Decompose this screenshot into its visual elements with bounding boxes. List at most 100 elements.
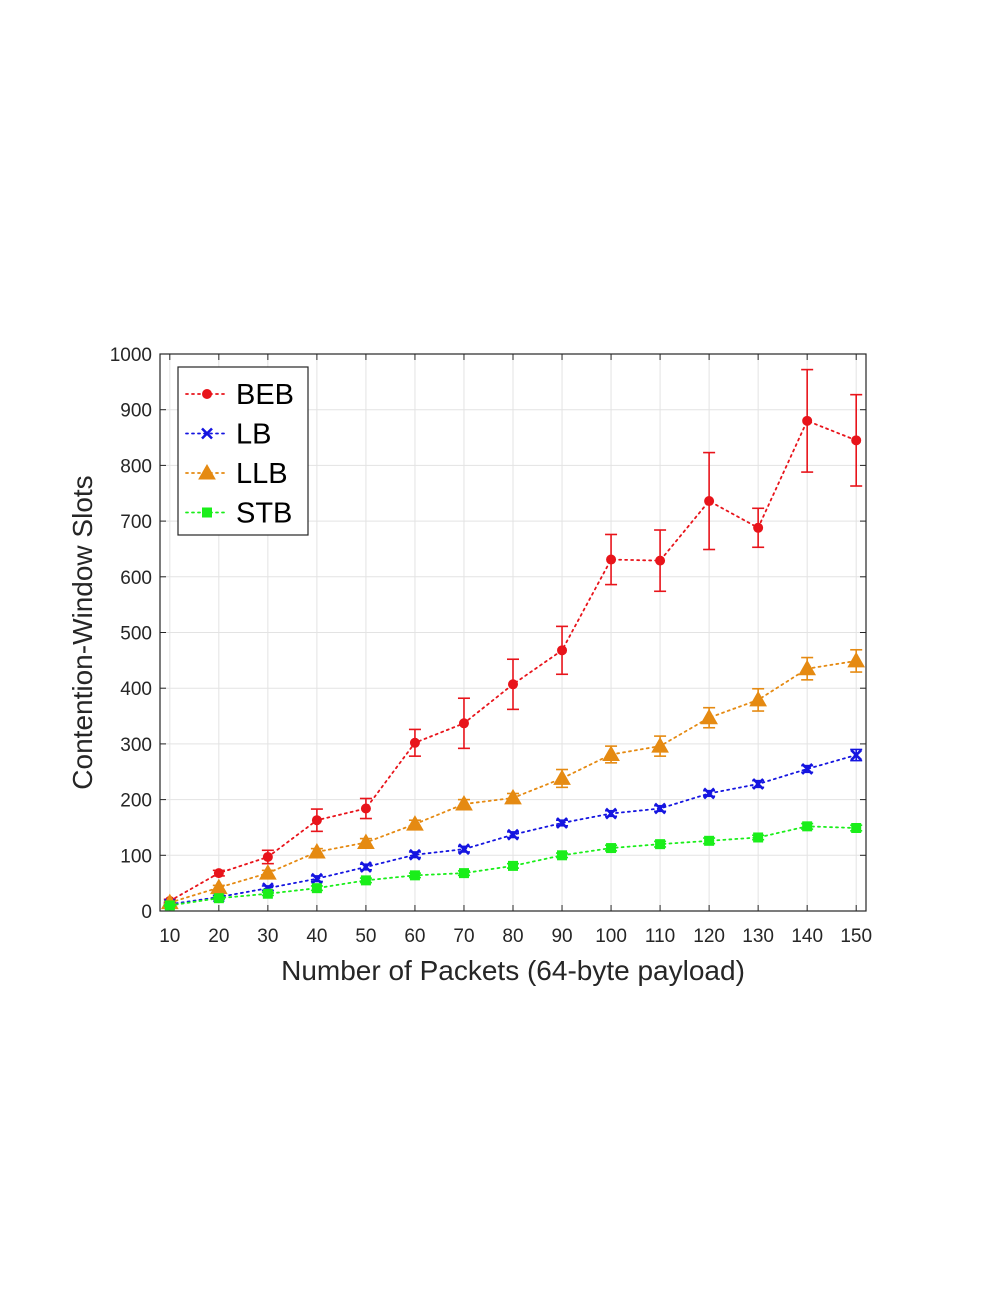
data-point [360,803,371,814]
data-point [507,828,519,841]
y-tick-label: 100 [120,846,152,867]
x-tick-label: 80 [502,926,523,947]
legend-marker [202,507,212,518]
data-point [704,835,715,846]
marker-stroke [458,843,470,856]
legend-label: LB [236,419,271,451]
x-tick-label: 100 [595,926,627,947]
data-point [360,875,371,886]
y-tick-label: 1000 [110,345,152,366]
y-tick-label: 600 [120,568,152,589]
y-tick-label: 500 [120,624,152,645]
data-point [556,817,568,829]
data-point [802,821,813,832]
data-point [655,555,666,566]
data-point [258,864,277,880]
legend: BEB LB LLB STB [177,366,309,536]
marker-stroke [703,787,716,800]
x-tick-label: 60 [404,926,425,947]
data-point [752,778,765,790]
data-point [850,749,863,761]
data-point [606,843,617,854]
y-tick-label: 400 [120,679,152,700]
x-tick-label: 150 [840,926,872,947]
data-point [504,788,522,805]
x-tick-label: 10 [159,926,180,947]
marker-stroke [556,817,568,829]
marker-stroke [201,427,213,440]
marker-stroke [507,828,519,841]
marker-stroke [359,861,372,873]
data-point [753,832,764,843]
data-point [455,795,473,811]
data-point [700,708,718,725]
data-point [557,645,568,656]
x-tick-label: 50 [355,926,376,947]
legend-item-beb: BEB [185,379,294,411]
legend-marker [202,389,212,399]
x-axis-title: Number of Packets (64-byte payload) [281,955,745,986]
data-point [458,843,470,856]
series-layer [160,368,866,911]
data-point [557,850,568,861]
data-point [406,815,424,831]
data-point [655,839,666,850]
data-point [802,415,813,426]
y-tick-label: 200 [120,791,152,812]
data-point [851,823,862,834]
data-point [654,802,667,815]
y-tick-label: 700 [120,512,152,533]
legend-box [177,366,309,536]
data-point [851,435,862,446]
x-tick-label: 40 [306,926,327,947]
data-point [213,893,224,904]
legend-label: STB [236,498,292,530]
data-point [458,868,469,879]
x-tick-label: 20 [208,926,229,947]
data-point [801,763,814,775]
marker-stroke [801,763,814,775]
marker-stroke [310,872,323,885]
x-tick-label: 30 [257,926,278,947]
x-tick-label: 90 [551,926,572,947]
data-point [602,745,620,761]
legend-item-lb: LB [185,419,271,451]
marker-stroke [654,802,667,815]
data-point [409,870,420,881]
y-tick-label: 900 [120,401,152,422]
data-point [553,769,571,785]
data-point [262,851,273,862]
x-tick-label: 120 [693,926,725,947]
legend-label: BEB [236,379,294,411]
x-tick-label: 70 [453,926,474,947]
data-point [308,842,326,859]
data-point [605,807,617,820]
y-tick-label: 0 [141,902,152,923]
y-tick-label: 800 [120,456,152,477]
data-point [409,737,420,748]
data-point [704,496,715,507]
data-point [749,690,768,707]
marker-stroke [752,778,765,790]
series-beb [163,368,863,906]
legend-item-llb: LLB [185,458,288,490]
legend-marker [201,427,213,440]
data-point [606,554,617,565]
data-point [357,833,375,849]
data-point [311,883,322,894]
data-point [458,718,469,729]
data-point [798,659,817,676]
legend-item-stb: STB [185,498,292,530]
marker-stroke [605,807,617,820]
legend-label: LLB [236,458,288,490]
marker-stroke [409,848,421,861]
y-tick-label: 300 [120,735,152,756]
axes-box [159,353,867,912]
data-point [262,888,273,899]
y-axis-title: Contention-Window Slots [67,475,98,789]
data-point [753,522,764,533]
data-point [213,868,224,879]
data-point [310,872,323,885]
data-point [508,860,518,871]
